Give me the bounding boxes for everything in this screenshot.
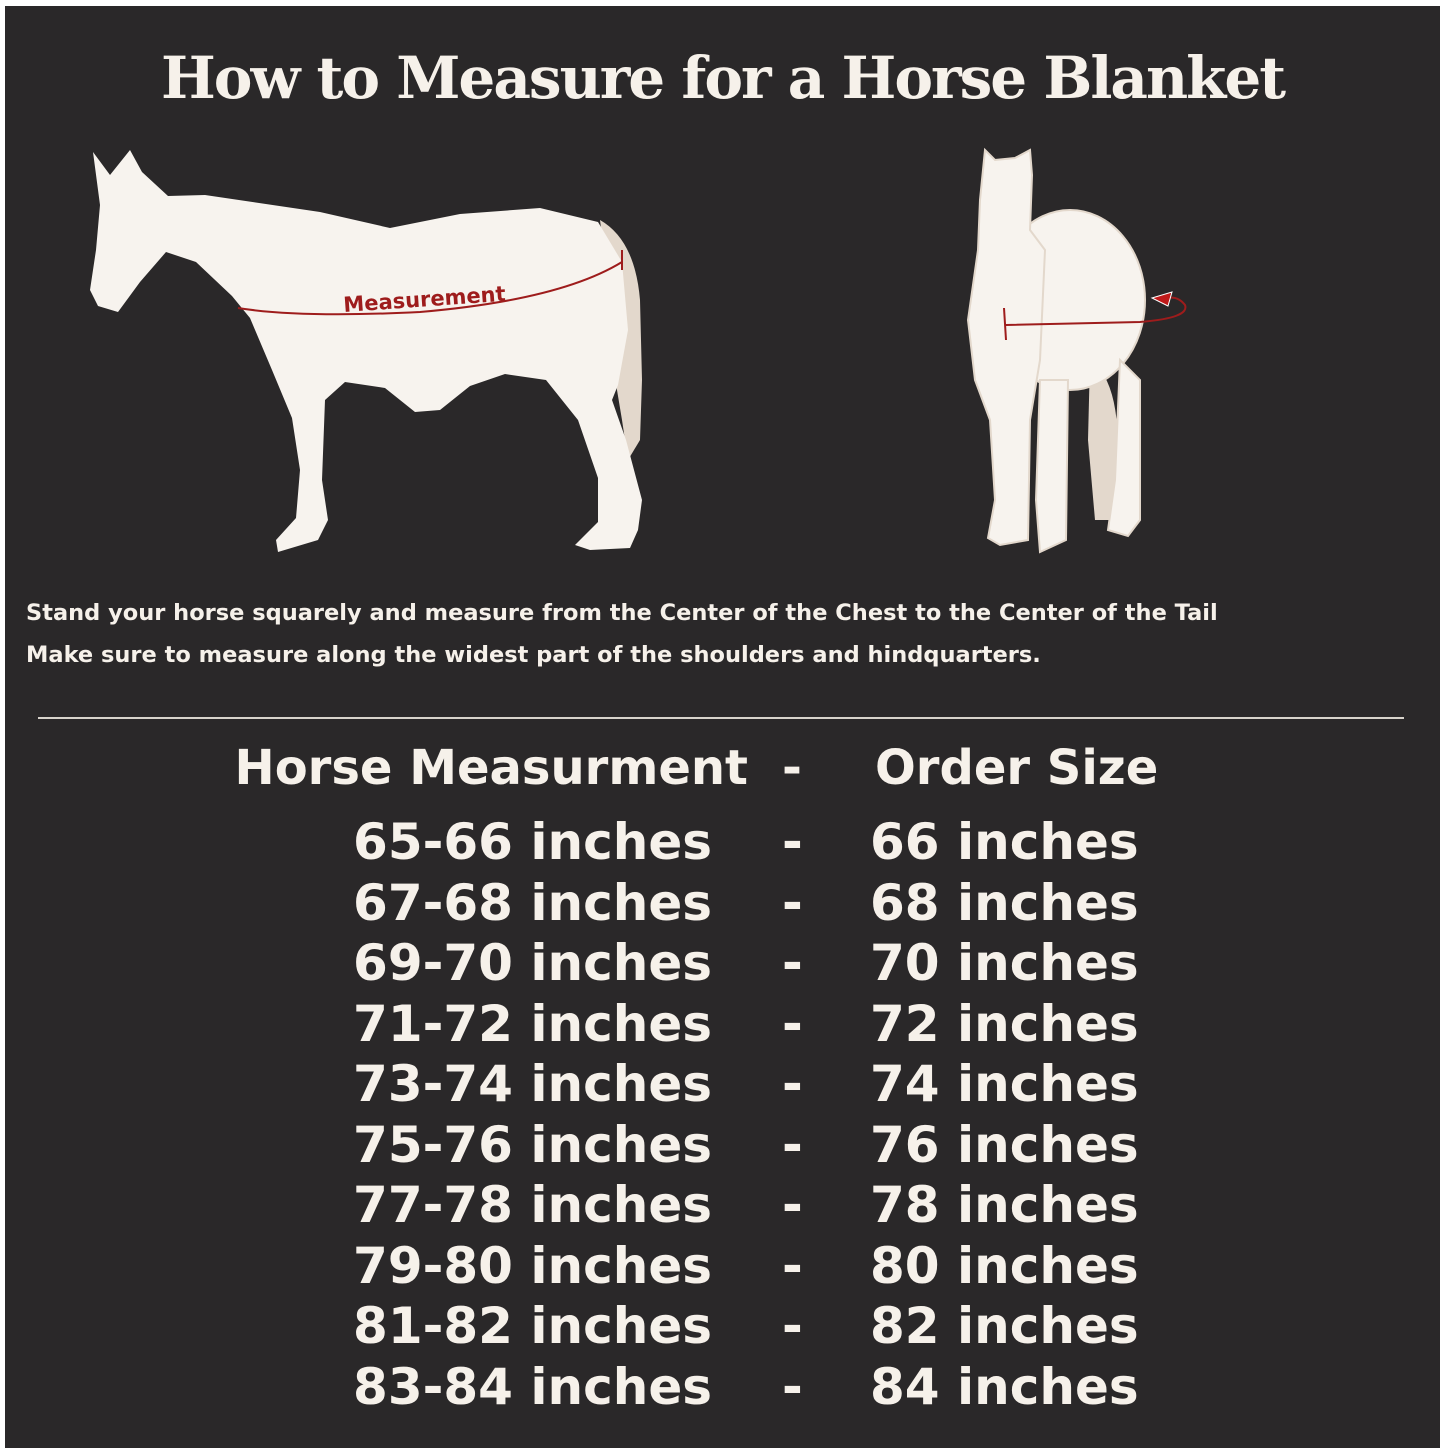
table-row: 73-74 inches - 74 inches (0, 1055, 1445, 1115)
cell-size: 78 inches (870, 1176, 1139, 1234)
cell-size: 82 inches (870, 1297, 1139, 1355)
cell-size: 80 inches (870, 1236, 1139, 1295)
cell-separator: - (782, 1297, 803, 1355)
arrow-head-icon (1150, 291, 1173, 307)
table-row: 69-70 inches - 70 inches (0, 934, 1445, 994)
cell-size: 66 inches (870, 813, 1139, 871)
table-row: 67-68 inches - 68 inches (0, 874, 1445, 934)
instruction-line-1: Stand your horse squarely and measure fr… (26, 600, 1218, 626)
cell-measurement: 69-70 inches (353, 934, 712, 992)
table-row: 65-66 inches - 66 inches (0, 813, 1445, 873)
cell-size: 68 inches (870, 873, 1139, 932)
table-row: 77-78 inches - 78 inches (0, 1176, 1445, 1236)
divider (38, 717, 1404, 719)
header-size: Order Size (875, 740, 1159, 796)
front-horse-head-chest (966, 147, 1047, 547)
table-row: 81-82 inches - 82 inches (0, 1297, 1445, 1357)
cell-size: 84 inches (870, 1357, 1139, 1416)
cell-separator: - (782, 1357, 803, 1416)
instruction-line-2: Make sure to measure along the widest pa… (26, 642, 1041, 668)
cell-measurement: 75-76 inches (353, 1115, 712, 1174)
cell-separator: - (782, 1115, 803, 1174)
front-measurement-line (1005, 296, 1187, 326)
header-separator: - (782, 740, 802, 796)
cell-separator: - (782, 994, 803, 1053)
cell-measurement: 67-68 inches (353, 873, 712, 932)
cell-measurement: 65-66 inches (353, 813, 712, 871)
table-header: Horse Measurment - Order Size (0, 740, 1445, 800)
cell-measurement: 83-84 inches (353, 1357, 712, 1416)
cell-size: 76 inches (870, 1115, 1139, 1174)
front-measurement-tick (1003, 307, 1007, 341)
cell-measurement: 81-82 inches (353, 1297, 712, 1355)
front-horse-tail (1088, 360, 1119, 520)
measurement-line (237, 261, 623, 316)
horse-illustrations: Measurement (90, 147, 1187, 554)
header-measurement: Horse Measurment (234, 740, 748, 796)
table-row: 83-84 inches - 84 inches (0, 1358, 1445, 1418)
cell-separator: - (782, 873, 803, 932)
cell-measurement: 71-72 inches (353, 994, 712, 1053)
side-horse-body (90, 150, 642, 552)
cell-separator: - (782, 1055, 803, 1113)
cell-size: 74 inches (870, 1055, 1139, 1113)
cell-size: 72 inches (870, 994, 1139, 1053)
front-view-horse (966, 147, 1187, 554)
table-row: 71-72 inches - 72 inches (0, 995, 1445, 1055)
table-row: 79-80 inches - 80 inches (0, 1237, 1445, 1297)
page-title: How to Measure for a Horse Blanket (160, 44, 1286, 112)
cell-separator: - (782, 1176, 803, 1234)
cell-size: 70 inches (870, 934, 1139, 992)
cell-separator: - (782, 813, 803, 871)
table-row: 75-76 inches - 76 inches (0, 1116, 1445, 1176)
front-horse-legs (1034, 357, 1141, 554)
side-view-horse: Measurement (90, 150, 642, 552)
cell-measurement: 73-74 inches (353, 1055, 712, 1113)
cell-separator: - (782, 1236, 803, 1295)
cell-separator: - (782, 934, 803, 992)
cell-measurement: 77-78 inches (353, 1176, 712, 1234)
cell-measurement: 79-80 inches (353, 1236, 712, 1295)
